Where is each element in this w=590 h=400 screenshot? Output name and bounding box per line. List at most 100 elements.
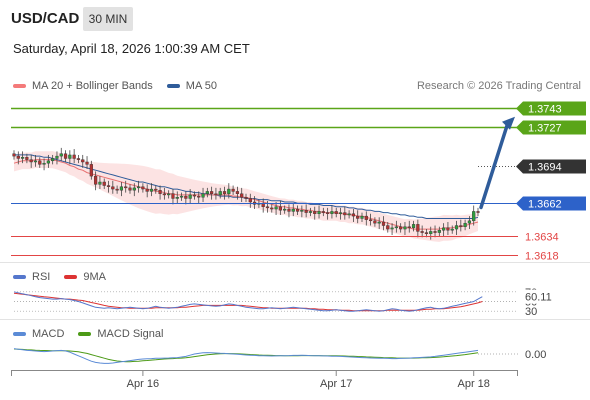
pivot-value: 1.3662 (528, 199, 562, 211)
time-axis: Apr 16 Apr 17 Apr 18 (11, 370, 518, 390)
candle-body (416, 224, 420, 232)
candle-body (283, 208, 287, 211)
candle-body (472, 211, 476, 222)
candle-body (278, 206, 282, 211)
candle-body (89, 164, 93, 177)
candle-body (51, 158, 55, 162)
legend-swatch-rsi-ma (64, 275, 78, 279)
last-price-tag (516, 159, 586, 174)
candle-body (222, 191, 227, 194)
support-value: 1.3618 (525, 251, 559, 263)
legend-label-rsi: RSI (32, 271, 51, 283)
legend-label-macd-signal: MACD Signal (97, 328, 164, 340)
candle-body (162, 193, 166, 196)
candle-body (111, 186, 115, 190)
legend-swatch-macd (13, 332, 26, 336)
candle-body (124, 186, 128, 189)
candle-body (132, 187, 136, 191)
price-panel (0, 147, 590, 320)
candle-body (399, 226, 403, 230)
candle-body (42, 162, 46, 165)
candle-body (450, 228, 454, 231)
candle-body (214, 193, 218, 196)
candle-body (317, 211, 321, 214)
legend-label-ma20: MA 20 + Bollinger Bands (32, 80, 153, 92)
support-value: 1.3634 (525, 232, 559, 244)
candle-body (274, 206, 278, 210)
time-axis-label: Apr 17 (320, 378, 352, 390)
candle-body (94, 175, 98, 185)
candle-body (420, 231, 424, 233)
candle-body (300, 210, 304, 212)
candle-body (167, 193, 171, 196)
price-levels: 1.3743 1.3727 1.3694 1.3662 1.3634 1.3618 (11, 101, 586, 263)
rsi-value: 60.11 (525, 292, 552, 304)
rsi-panel: 70503060.11 (13, 287, 556, 318)
forecast-arrow-shaft (479, 123, 509, 210)
rsi-ref-label: 30 (525, 306, 537, 318)
candle-body (38, 160, 42, 165)
legend-label-rsi-ma: 9MA (83, 271, 106, 283)
candle-body (304, 210, 308, 213)
rsi-value-bg (522, 289, 556, 304)
candle-body (149, 188, 154, 192)
pivot-tag (516, 196, 586, 211)
resistance-value: 1.3727 (528, 123, 562, 135)
candle-body (63, 153, 68, 159)
candle-body (442, 227, 446, 231)
macd-line (13, 348, 479, 364)
candle-body (240, 193, 244, 198)
candle-body (205, 191, 209, 194)
candle-body (106, 185, 111, 187)
candle-body (386, 225, 390, 230)
candle-body (72, 154, 76, 159)
candle-body (115, 188, 119, 191)
candle-body (171, 193, 175, 199)
candle-body (476, 211, 480, 213)
research-credit: Research © 2026 Trading Central (416, 80, 581, 92)
last-price-value: 1.3694 (528, 162, 562, 174)
candle-body (459, 225, 463, 227)
candle-body (368, 219, 373, 222)
candle-body (197, 195, 201, 198)
legend-label-ma50: MA 50 (185, 80, 217, 92)
candle-body (338, 212, 343, 214)
candle-body (403, 226, 407, 230)
forecast-arrow-head (502, 116, 515, 130)
candle-body (291, 208, 295, 212)
timeframe-badge[interactable]: 30 MIN (83, 7, 133, 31)
legend-swatch-macd-signal (78, 332, 92, 336)
candle-body (218, 191, 222, 196)
candle-body (12, 153, 16, 157)
legend-swatch-rsi (13, 275, 26, 279)
candle-body (351, 213, 356, 217)
candle-body (295, 208, 300, 212)
candle-body (429, 231, 433, 234)
candle-body (145, 188, 149, 192)
candle-body (175, 197, 179, 199)
candle-body (154, 188, 158, 191)
candle-body (179, 195, 184, 198)
candle-body (46, 160, 50, 164)
candle-body (16, 155, 20, 159)
candle-body (25, 157, 29, 160)
macd-legend: MACD MACD Signal (13, 328, 177, 340)
candle-body (463, 222, 467, 227)
resistance-tag (516, 101, 586, 116)
candle-body (270, 207, 274, 210)
candle-body (192, 194, 197, 197)
legend-swatch-ma50 (166, 84, 180, 88)
candle-body (59, 153, 63, 157)
candle-body (308, 211, 313, 213)
rsi-legend: RSI 9MA (13, 271, 120, 283)
candle-body (356, 215, 360, 219)
candle-body (381, 221, 386, 226)
candle-body (102, 181, 106, 186)
candle-body (437, 230, 441, 233)
macd-zero-label: 0.00 (525, 349, 546, 361)
candle-body (343, 212, 347, 216)
candle-body (433, 231, 437, 233)
legend-label-macd: MACD (32, 328, 65, 340)
candle-body (98, 181, 102, 185)
candle-body (210, 191, 214, 194)
